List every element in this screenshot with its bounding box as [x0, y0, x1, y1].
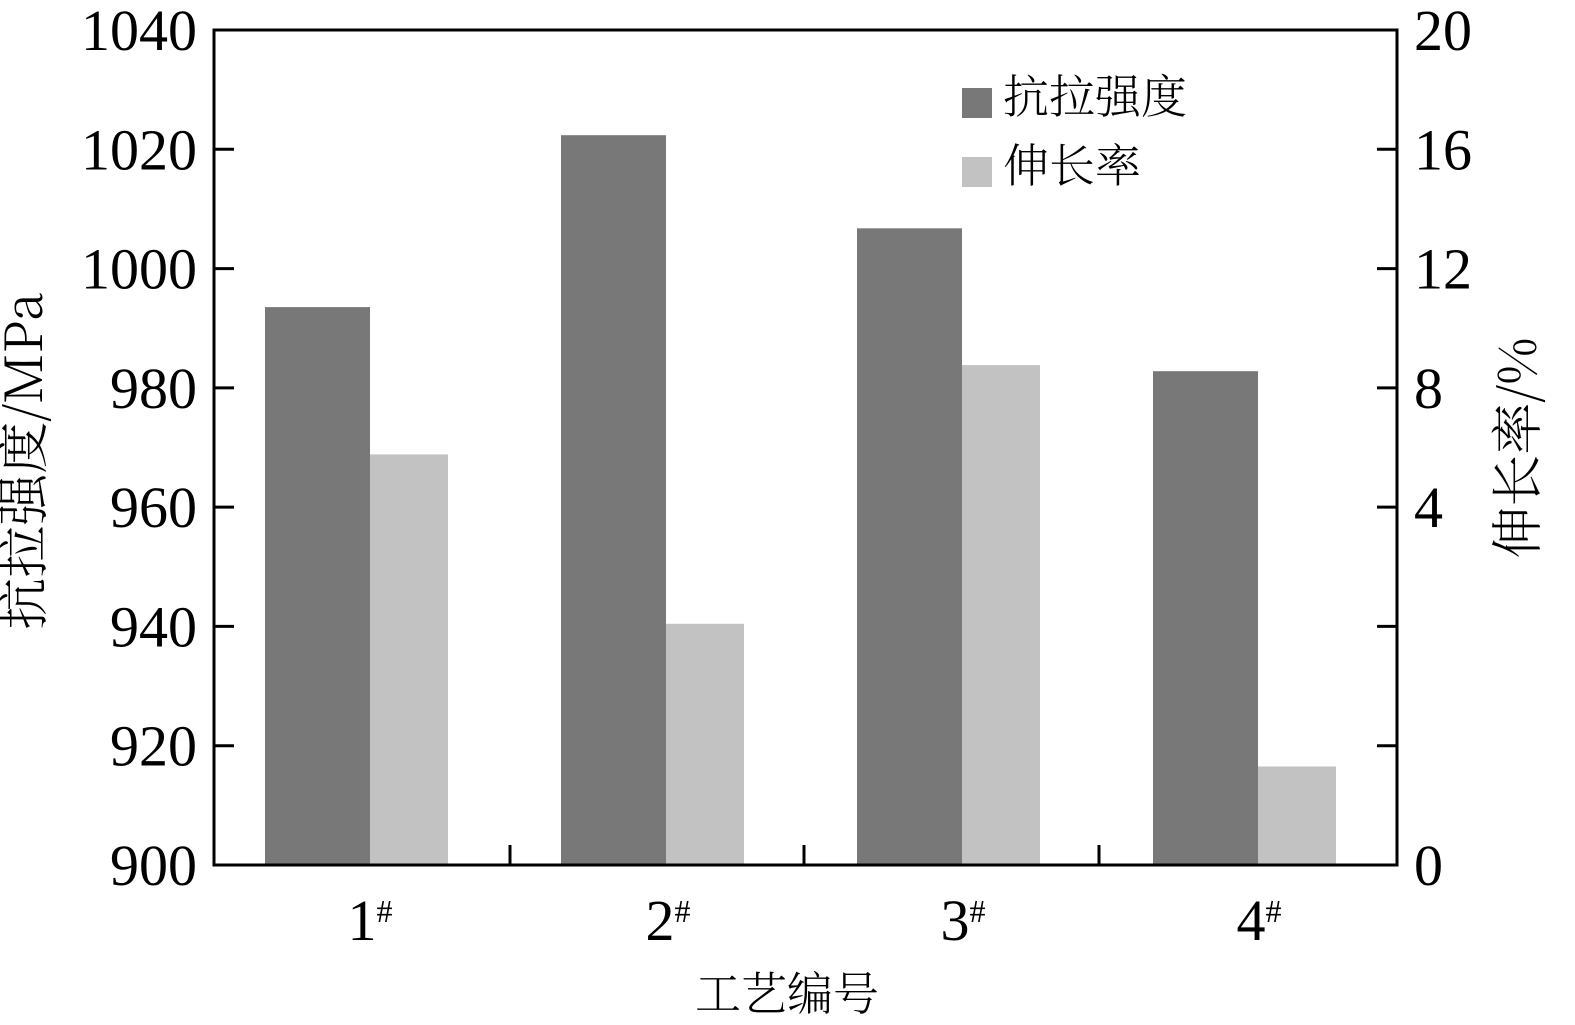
svg-text:16: 16 — [1414, 117, 1472, 182]
svg-text:960: 960 — [110, 475, 197, 540]
svg-text:3#: 3# — [941, 888, 986, 953]
svg-text:12: 12 — [1414, 237, 1472, 302]
svg-text:抗拉强度/MPa: 抗拉强度/MPa — [0, 292, 57, 630]
svg-text:20: 20 — [1414, 0, 1472, 63]
svg-text:1040: 1040 — [81, 0, 197, 63]
svg-text:抗拉强度: 抗拉强度 — [1003, 61, 1187, 127]
svg-text:920: 920 — [110, 714, 197, 779]
svg-text:伸长率/%: 伸长率/% — [1476, 337, 1551, 558]
svg-text:4#: 4# — [1237, 888, 1282, 953]
svg-text:980: 980 — [110, 356, 197, 421]
svg-text:1#: 1# — [348, 888, 393, 953]
svg-text:4: 4 — [1414, 475, 1443, 540]
svg-text:8: 8 — [1414, 356, 1443, 421]
svg-text:2#: 2# — [646, 888, 691, 953]
svg-text:1020: 1020 — [81, 117, 197, 182]
svg-text:工艺编号: 工艺编号 — [695, 958, 879, 1024]
svg-text:1000: 1000 — [81, 237, 197, 302]
svg-text:900: 900 — [110, 833, 197, 898]
svg-text:940: 940 — [110, 594, 197, 659]
svg-text:0: 0 — [1414, 833, 1443, 898]
svg-text:伸长率: 伸长率 — [1003, 130, 1141, 196]
